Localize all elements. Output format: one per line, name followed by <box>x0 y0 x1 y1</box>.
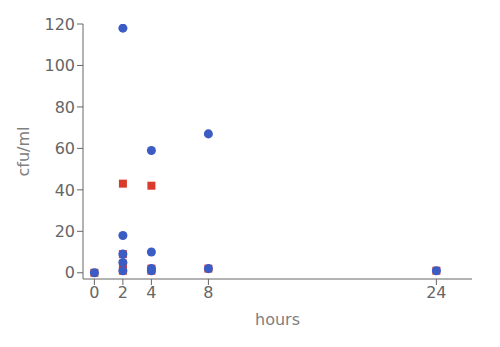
svg-text:100: 100 <box>44 56 75 75</box>
svg-text:24: 24 <box>426 283 446 302</box>
svg-text:0: 0 <box>65 263 75 282</box>
svg-text:20: 20 <box>55 222 75 241</box>
svg-text:0: 0 <box>89 283 99 302</box>
svg-text:8: 8 <box>203 283 213 302</box>
svg-text:hours: hours <box>255 310 300 329</box>
svg-text:40: 40 <box>55 181 75 200</box>
svg-text:cfu/ml: cfu/ml <box>14 127 33 177</box>
svg-text:2: 2 <box>118 283 128 302</box>
svg-text:120: 120 <box>44 15 75 34</box>
svg-text:4: 4 <box>146 283 156 302</box>
svg-text:60: 60 <box>55 139 75 158</box>
svg-text:80: 80 <box>55 98 75 117</box>
